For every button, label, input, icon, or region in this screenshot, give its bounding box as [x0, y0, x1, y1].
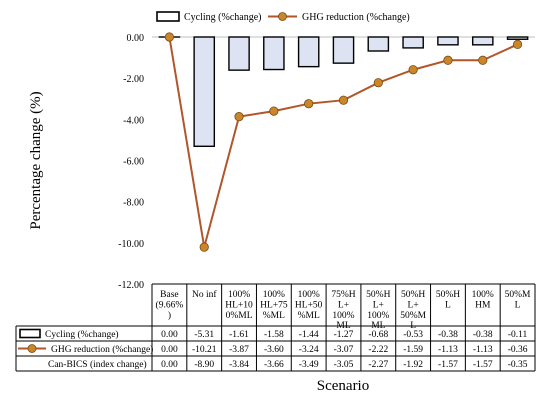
bar-mark	[403, 37, 423, 48]
y-tick-label: -2.00	[123, 74, 144, 85]
data-label: -1.92	[403, 360, 423, 370]
x-tick-label: No inf	[192, 289, 217, 300]
data-label: -0.35	[508, 360, 528, 370]
table-row-header: GHG reduction (%change)	[51, 344, 153, 355]
data-label: -3.24	[299, 345, 319, 355]
data-label: -3.05	[334, 360, 354, 370]
data-label: -1.57	[438, 360, 458, 370]
data-label: -1.13	[473, 345, 493, 355]
legend-bar-swatch	[157, 12, 179, 21]
line-point	[513, 40, 521, 48]
data-label: 0.00	[161, 330, 178, 340]
line-point	[304, 99, 312, 107]
bar-mark	[473, 37, 493, 45]
data-label: -3.49	[299, 360, 319, 370]
data-label: -1.61	[229, 330, 249, 340]
y-tick-label: -4.00	[123, 115, 144, 126]
data-label: -3.60	[264, 345, 284, 355]
legend-line-label: GHG reduction (%change)	[302, 12, 410, 23]
data-label: -3.87	[229, 345, 249, 355]
y-tick-label: 0.00	[127, 33, 145, 44]
data-label: -1.27	[334, 330, 354, 340]
x-tick-label: 100%HL+75%ML	[260, 290, 288, 321]
line-point	[200, 243, 208, 251]
data-label: 0.00	[161, 345, 178, 355]
line-point	[444, 56, 452, 64]
data-label: -8.90	[194, 360, 214, 370]
bar-mark	[438, 37, 458, 45]
data-label: -1.13	[438, 345, 458, 355]
table-key-bar	[20, 330, 40, 338]
x-tick-label: 100%HM	[472, 290, 494, 310]
y-tick-label: -12.00	[118, 280, 144, 291]
y-tick-label: -8.00	[123, 198, 144, 209]
data-label: -2.22	[368, 345, 388, 355]
data-label: -1.59	[403, 345, 423, 355]
data-label: -0.38	[438, 330, 458, 340]
table-row-header: Can-BICS (index change)	[48, 359, 147, 370]
data-label: -0.11	[508, 330, 528, 340]
line-point	[374, 78, 382, 86]
x-tick-label: Base(9.66%)	[156, 290, 184, 321]
bar-mark	[333, 37, 353, 63]
line-point	[270, 107, 278, 115]
data-label: -1.44	[299, 330, 319, 340]
data-label: 0.00	[161, 360, 178, 370]
data-label: -5.31	[194, 330, 214, 340]
data-label: -0.36	[508, 345, 528, 355]
data-label: -3.66	[264, 360, 284, 370]
bar-mark	[264, 37, 284, 70]
bar-mark	[299, 37, 319, 67]
bar-mark	[229, 37, 249, 70]
series-line	[169, 37, 517, 247]
data-label: -1.57	[473, 360, 493, 370]
line-point	[165, 33, 173, 41]
data-label: -0.68	[368, 330, 388, 340]
data-label: -1.58	[264, 330, 284, 340]
y-axis-title: Percentage change (%)	[28, 91, 44, 229]
data-label: -0.53	[403, 330, 423, 340]
table-row-header: Cycling (%change)	[45, 329, 119, 340]
line-point	[339, 96, 347, 104]
legend-line-marker	[279, 13, 287, 21]
bar-mark	[368, 37, 388, 51]
bar-mark	[507, 37, 527, 39]
data-label: -3.07	[334, 345, 354, 355]
y-tick-label: -6.00	[123, 157, 144, 168]
x-axis-title: Scenario	[317, 378, 369, 394]
data-label: -10.21	[192, 345, 217, 355]
data-label: -2.27	[368, 360, 388, 370]
line-point	[235, 112, 243, 120]
x-tick-label: 100%HL+50%ML	[295, 290, 323, 321]
y-tick-label: -10.00	[118, 239, 144, 250]
data-label: -3.84	[229, 360, 249, 370]
data-label: -0.38	[473, 330, 493, 340]
table-key-marker	[28, 345, 36, 353]
line-point	[409, 66, 417, 74]
bar-mark	[194, 37, 214, 146]
legend-bar-label: Cycling (%change)	[184, 12, 261, 23]
line-point	[479, 56, 487, 64]
